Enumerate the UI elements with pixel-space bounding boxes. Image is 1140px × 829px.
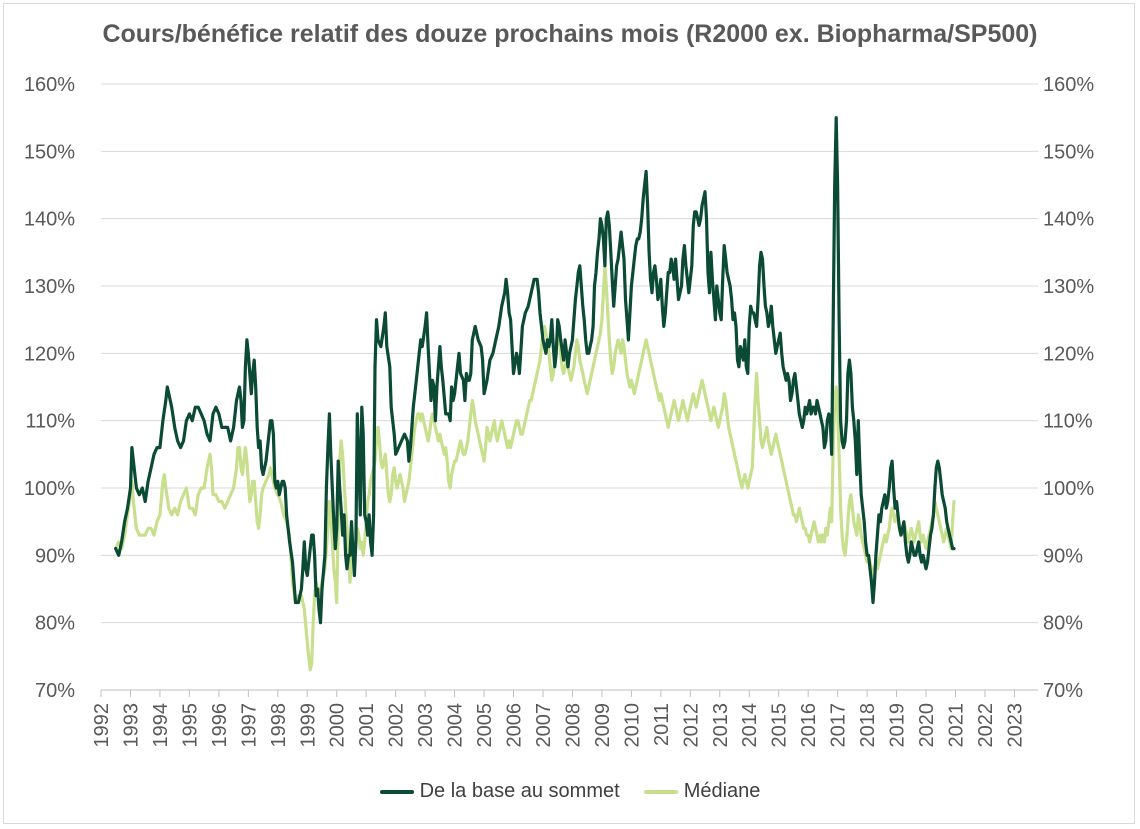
axes <box>100 689 1038 697</box>
y-tick-label-right: 110% <box>1043 411 1093 433</box>
y-tick-label-right: 100% <box>1043 478 1094 500</box>
y-tick-label-left: 70% <box>35 680 75 702</box>
x-tick-label: 1996 <box>209 703 231 748</box>
y-axis-right-labels: 70% 80% 90% 100% 110% 120% 130% 140% 150% 160% <box>1043 74 1094 702</box>
legend-label-base-sommet: De la base au sommet <box>419 780 620 802</box>
y-tick-label-left: 140% <box>24 209 75 231</box>
x-tick-label: 2012 <box>680 703 702 748</box>
y-tick-label-left: 150% <box>24 141 75 163</box>
y-tick-label-left: 100% <box>24 478 75 500</box>
x-tick-label: 1997 <box>238 703 260 748</box>
x-tick-label: 2005 <box>474 703 496 748</box>
chart-title: Cours/bénéfice relatif des douze prochai… <box>102 20 1038 48</box>
series-line-mediane <box>114 264 956 672</box>
x-tick-label: 2022 <box>975 703 997 748</box>
x-tick-label: 2014 <box>739 703 761 748</box>
x-tick-label: 2013 <box>710 703 732 748</box>
x-tick-label: 2001 <box>356 703 378 748</box>
y-tick-label-right: 130% <box>1043 276 1094 298</box>
legend-item-base-sommet: De la base au sommet <box>379 780 620 803</box>
x-tick-label: 1995 <box>179 703 201 748</box>
legend-swatch-base-sommet <box>379 789 414 794</box>
x-tick-label: 1998 <box>268 703 290 748</box>
series-line-base-sommet <box>114 116 956 625</box>
y-tick-label-right: 70% <box>1043 680 1083 702</box>
y-tick-label-left: 130% <box>24 276 75 298</box>
x-tick-label: 2011 <box>651 703 673 746</box>
legend-label-mediane: Médiane <box>683 780 761 802</box>
x-tick-label: 2000 <box>327 703 349 748</box>
y-tick-label-right: 150% <box>1043 141 1094 163</box>
x-tick-label: 2008 <box>562 703 584 748</box>
y-tick-label-right: 140% <box>1043 209 1094 231</box>
x-tick-label: 2007 <box>533 703 555 748</box>
x-tick-label: 1994 <box>150 703 172 748</box>
legend-item-mediane: Médiane <box>643 780 761 803</box>
y-tick-label-left: 80% <box>35 613 75 635</box>
y-tick-label-right: 90% <box>1043 545 1083 567</box>
x-tick-label: 2015 <box>769 703 791 748</box>
x-tick-label: 2016 <box>798 703 820 748</box>
y-tick-label-right: 80% <box>1043 613 1083 635</box>
x-tick-label: 2017 <box>828 703 850 748</box>
x-tick-label: 1993 <box>120 703 142 748</box>
y-tick-label-left: 120% <box>24 343 75 365</box>
x-tick-label: 2018 <box>857 703 879 748</box>
legend-swatch-mediane <box>643 789 678 794</box>
gridlines <box>101 83 1038 624</box>
x-tick-label: 1992 <box>91 703 113 748</box>
x-tick-label: 2003 <box>415 703 437 748</box>
y-tick-label-right: 160% <box>1043 74 1094 96</box>
y-tick-label-left: 160% <box>24 74 75 96</box>
y-tick-label-left: 110% <box>25 411 75 433</box>
x-axis-labels: 1992 1993 1994 1995 1996 1997 1998 1999 2000 2001… <box>91 703 1026 748</box>
series-lines <box>114 116 956 672</box>
x-tick-label: 2019 <box>887 703 909 748</box>
chart-frame <box>3 3 1135 824</box>
x-tick-label: 2006 <box>504 703 526 748</box>
legend: De la base au sommet Médiane <box>0 780 1140 803</box>
x-tick-label: 2002 <box>386 703 408 748</box>
x-tick-label: 2020 <box>916 703 938 748</box>
y-tick-label-right: 120% <box>1043 343 1094 365</box>
y-tick-label-left: 90% <box>35 545 75 567</box>
y-axis-left-labels: 70% 80% 90% 100% 110% 120% 130% 140% 150% 160% <box>24 74 75 702</box>
x-tick-label: 1999 <box>297 703 319 748</box>
x-tick-label: 2021 <box>945 703 967 748</box>
x-tick-label: 2004 <box>445 703 467 748</box>
x-tick-label: 2009 <box>592 703 614 748</box>
x-tick-label: 2010 <box>621 703 643 748</box>
x-tick-label: 2023 <box>1004 703 1026 748</box>
